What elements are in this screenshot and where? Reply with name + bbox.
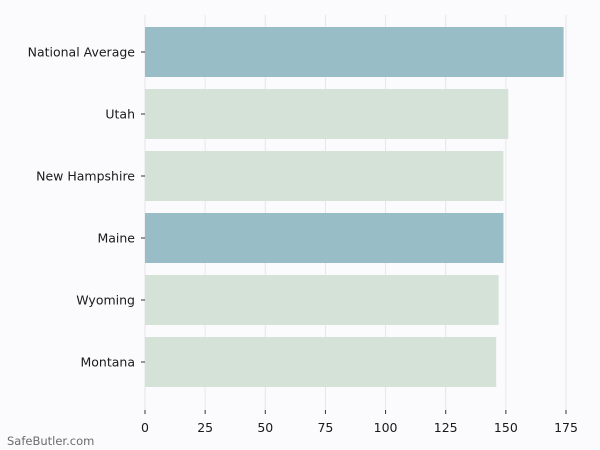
category-label: New Hampshire [36,169,135,184]
category-label: Montana [81,355,136,370]
category-label: Utah [105,107,135,122]
x-tick-label: 75 [317,420,333,435]
bar [145,89,509,139]
bar [145,27,564,77]
bar [145,151,504,201]
category-label: Wyoming [76,293,135,308]
x-tick-label: 25 [197,420,213,435]
x-tick-label: 100 [374,420,398,435]
x-tick-label: 50 [257,420,273,435]
x-tick-label: 175 [554,420,578,435]
grid-lines [144,15,567,410]
category-labels: National Average Utah New Hampshire Maine Wy… [28,45,145,370]
x-tick-label: 125 [434,420,458,435]
category-label: National Average [28,45,136,60]
bars [145,27,564,387]
x-tick-labels: 0 25 50 75 100 125 150 175 [141,410,578,435]
x-tick-label: 0 [141,420,149,435]
watermark: SafeButler.com [7,434,95,448]
bar [145,337,497,387]
category-label: Maine [97,231,135,246]
bar [145,213,504,263]
bar [145,275,499,325]
x-tick-label: 150 [494,420,518,435]
